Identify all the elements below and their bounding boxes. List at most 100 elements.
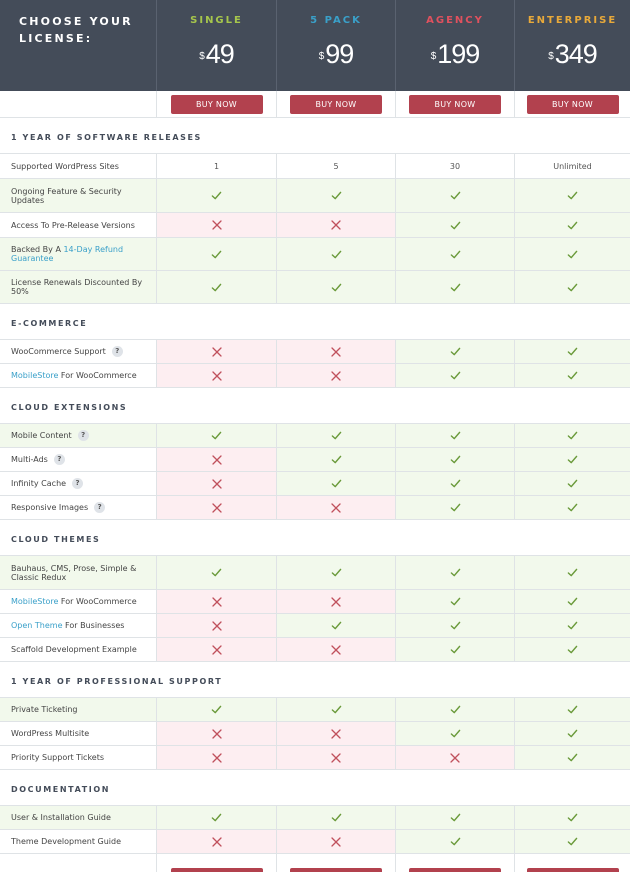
- feature-cell-enterprise: [515, 614, 630, 637]
- feature-cell-5-pack: [277, 496, 396, 519]
- help-icon[interactable]: ?: [72, 478, 84, 489]
- buy-button-row-bottom: BUY NOW BUY NOW BUY NOW BUY NOW: [0, 854, 630, 872]
- feature-cell-agency: [396, 472, 515, 495]
- feature-cell-agency: [396, 806, 515, 829]
- feature-label: Responsive Images?: [0, 496, 157, 519]
- feature-label-text: For WooCommerce: [58, 371, 137, 380]
- feature-link[interactable]: MobileStore: [11, 371, 59, 380]
- feature-cell-enterprise: [515, 830, 630, 853]
- feature-row: Bauhaus, CMS, Prose, Simple & Classic Re…: [0, 556, 630, 590]
- check-icon: [567, 753, 578, 762]
- page-title: Choose Your License:: [19, 15, 133, 45]
- feature-row: Ongoing Feature & Security Updates: [0, 179, 630, 213]
- feature-cell-enterprise: [515, 271, 630, 303]
- plan-price: $199: [430, 39, 481, 69]
- feature-row: Infinity Cache?: [0, 472, 630, 496]
- feature-label: Access To Pre-Release Versions: [0, 213, 157, 237]
- cross-icon: [211, 728, 222, 739]
- buy-now-button-single[interactable]: BUY NOW: [170, 94, 263, 114]
- feature-label: Multi-Ads?: [0, 448, 157, 471]
- feature-label-text: User & Installation Guide: [11, 813, 111, 822]
- check-icon: [567, 455, 578, 464]
- feature-label: Private Ticketing: [0, 698, 157, 721]
- check-icon: [450, 568, 460, 577]
- section-heading: Cloud Extensions: [0, 388, 630, 424]
- feature-link[interactable]: Open Theme: [11, 621, 63, 630]
- feature-cell-5-pack: [277, 424, 396, 447]
- check-icon: [331, 283, 341, 291]
- check-icon: [567, 597, 578, 606]
- check-icon: [211, 431, 222, 440]
- help-icon[interactable]: ?: [111, 346, 123, 357]
- section-heading: E-Commerce: [0, 304, 630, 340]
- cross-icon: [331, 220, 341, 230]
- feature-cell-single: [157, 722, 277, 745]
- check-icon: [331, 191, 341, 200]
- feature-cell-5-pack: [277, 746, 396, 769]
- feature-cell-5-pack: [277, 340, 396, 363]
- feature-cell-single: [157, 590, 277, 613]
- feature-label-text: License Renewals Discounted By 50%: [11, 278, 143, 296]
- feature-row: Mobile Content?: [0, 424, 630, 448]
- feature-cell-5-pack: [277, 179, 396, 212]
- feature-cell-enterprise: Unlimited: [515, 154, 630, 178]
- feature-cell-agency: [396, 213, 515, 237]
- feature-row: Supported WordPress Sites 1 5 30 Unlimited: [0, 154, 630, 179]
- feature-cell-5-pack: [277, 556, 396, 589]
- feature-label-text: Private Ticketing: [11, 705, 78, 714]
- check-icon: [567, 221, 578, 229]
- feature-label-text: Responsive Images: [11, 503, 89, 512]
- check-icon: [567, 250, 578, 258]
- buy-now-button-enterprise[interactable]: BUY NOW: [526, 94, 619, 114]
- feature-row: Priority Support Tickets: [0, 746, 630, 770]
- help-icon[interactable]: ?: [53, 454, 65, 465]
- buy-now-button-enterprise[interactable]: BUY NOW: [526, 867, 619, 872]
- feature-link[interactable]: 14-Day Refund Guarantee: [11, 245, 124, 263]
- buy-now-button-agency[interactable]: BUY NOW: [409, 867, 501, 872]
- cross-icon: [211, 220, 222, 230]
- cross-icon: [331, 346, 341, 357]
- feature-cell-5-pack: [277, 472, 396, 495]
- help-icon[interactable]: ?: [94, 502, 106, 513]
- check-icon: [211, 705, 222, 714]
- section-heading: 1 Year Of Professional Support: [0, 662, 630, 698]
- help-icon[interactable]: ?: [77, 430, 89, 441]
- cross-icon: [211, 454, 222, 465]
- feature-value: 30: [449, 161, 461, 171]
- check-icon: [567, 479, 578, 488]
- feature-cell-5-pack: [277, 364, 396, 387]
- buy-now-button-5-pack[interactable]: BUY NOW: [290, 867, 382, 872]
- feature-label: WooCommerce Support?: [0, 340, 157, 363]
- check-icon: [450, 371, 460, 380]
- cross-icon: [331, 728, 341, 739]
- check-icon: [450, 813, 460, 822]
- feature-row: Access To Pre-Release Versions: [0, 213, 630, 238]
- feature-cell-single: [157, 698, 277, 721]
- feature-link[interactable]: MobileStore: [11, 597, 59, 606]
- feature-label-text: Multi-Ads: [11, 455, 48, 464]
- buy-now-button-5-pack[interactable]: BUY NOW: [290, 94, 382, 114]
- plan-name: AGENCY: [426, 15, 484, 26]
- feature-cell-single: 1: [157, 154, 277, 178]
- feature-cell-single: [157, 472, 277, 495]
- feature-cell-enterprise: [515, 698, 630, 721]
- feature-cell-enterprise: [515, 238, 630, 270]
- check-icon: [567, 705, 578, 714]
- feature-cell-5-pack: [277, 698, 396, 721]
- feature-label: License Renewals Discounted By 50%: [0, 271, 157, 303]
- cross-icon: [211, 644, 222, 655]
- cross-icon: [450, 752, 460, 763]
- feature-label: WordPress Multisite: [0, 722, 157, 745]
- plan-price: $49: [199, 39, 235, 69]
- feature-label: Mobile Content?: [0, 424, 157, 447]
- feature-cell-enterprise: [515, 590, 630, 613]
- buy-now-button-single[interactable]: BUY NOW: [170, 867, 263, 872]
- feature-cell-enterprise: [515, 424, 630, 447]
- buy-now-button-agency[interactable]: BUY NOW: [409, 94, 501, 114]
- feature-cell-5-pack: [277, 722, 396, 745]
- feature-label: Infinity Cache?: [0, 472, 157, 495]
- feature-label: User & Installation Guide: [0, 806, 157, 829]
- check-icon: [567, 283, 578, 291]
- cross-icon: [331, 836, 341, 847]
- feature-cell-agency: [396, 638, 515, 661]
